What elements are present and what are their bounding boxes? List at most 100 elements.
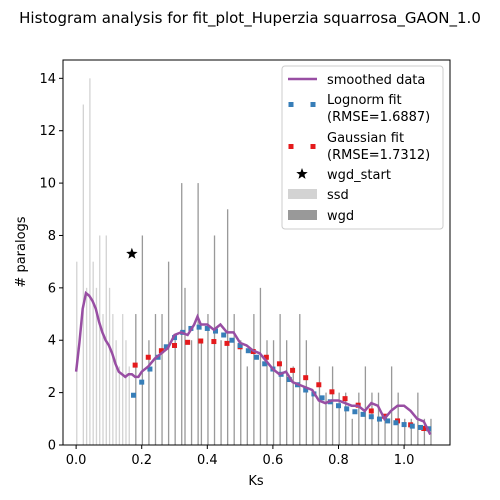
- x-tick-label: 0.0: [66, 453, 87, 468]
- legend-lognorm-swatch: [288, 102, 316, 107]
- ssd-bar: [118, 366, 121, 445]
- legend: smoothed data Lognorm fit (RMSE=1.6887) …: [281, 65, 444, 230]
- gaussian-fit-point: [329, 389, 335, 395]
- wgd-bar: [190, 340, 193, 445]
- ssd-bar: [108, 287, 111, 445]
- legend-wgd-start-swatch: [296, 168, 308, 179]
- gaussian-fit-point: [224, 340, 230, 346]
- axes-frame: [62, 59, 451, 446]
- lognorm-fit-point: [237, 342, 243, 348]
- lognorm-fit-point: [393, 420, 399, 426]
- wgd-bar: [135, 314, 137, 445]
- lognorm-fit-point: [409, 423, 415, 429]
- wgd-bar: [141, 235, 144, 445]
- gaussian-fit-point: [185, 339, 191, 345]
- wgd-bar: [345, 392, 347, 445]
- lognorm-fit-point: [401, 422, 407, 428]
- wgd-bar: [384, 418, 386, 445]
- chart-title: Histogram analysis for fit_plot_Huperzia…: [19, 9, 481, 28]
- wgd-bar: [197, 183, 199, 445]
- wgd-bar: [338, 392, 340, 445]
- lognorm-fit-point: [385, 418, 391, 424]
- gaussian-fit-point: [145, 354, 151, 360]
- wgd-bar: [272, 340, 275, 445]
- ssd-bar: [92, 261, 94, 445]
- wgd-bar: [246, 366, 248, 445]
- lognorm-fit-point: [360, 411, 366, 417]
- gaussian-fit-point: [342, 396, 348, 402]
- ssd-bar: [112, 314, 114, 445]
- ssd-bar: [85, 287, 88, 445]
- legend-lognorm-label: Lognorm fit: [327, 93, 402, 108]
- gaussian-fit-point: [263, 354, 269, 360]
- wgd-bar: [184, 287, 186, 445]
- wgd-bar: [286, 340, 288, 445]
- lognorm-fit-point: [286, 377, 292, 383]
- legend-ssd-swatch: [288, 189, 317, 199]
- wgd-bar: [253, 314, 255, 445]
- legend-star-marker: [296, 168, 308, 179]
- y-tick-label: 10: [39, 177, 56, 192]
- legend-lognorm-marker: [310, 102, 316, 107]
- wgd-bar: [266, 340, 268, 445]
- y-axis-label: # paralogs: [14, 216, 29, 287]
- wgd-start-marker: [126, 247, 138, 259]
- y-tick-label: 14: [39, 72, 56, 87]
- wgd-bar: [331, 366, 334, 445]
- x-tick-label: 0.4: [197, 453, 218, 468]
- legend-gaussian-marker: [288, 144, 294, 149]
- wgd-bar: [430, 418, 432, 445]
- x-tick-label: 0.8: [328, 453, 349, 468]
- gaussian-fit-point: [132, 362, 138, 368]
- ssd-bar: [125, 340, 127, 445]
- legend-gaussian-label: Gaussian fit: [327, 131, 404, 146]
- wgd-bar: [259, 287, 262, 445]
- legend-wgd-start-label: wgd_start: [327, 168, 391, 183]
- gaussian-fit-point: [316, 382, 322, 388]
- wgd-bar: [154, 314, 157, 445]
- wgd-bar: [292, 366, 294, 445]
- smoothed-data-line: [74, 290, 432, 436]
- lognorm-fit-point: [352, 409, 358, 415]
- lognorm-fit-point: [221, 332, 227, 338]
- wgd-bar: [148, 340, 150, 445]
- legend-lognorm-rmse: (RMSE=1.6887): [327, 110, 430, 125]
- legend-box: [281, 65, 444, 230]
- wgd-bar: [325, 392, 327, 445]
- ssd-bar: [128, 366, 130, 445]
- wgd-bar: [364, 366, 367, 445]
- wgd-bar: [318, 366, 321, 445]
- y-tick-label: 8: [48, 229, 56, 244]
- wgd-bar: [167, 261, 170, 445]
- gaussian-fit-point: [172, 342, 178, 348]
- legend-gaussian-marker: [310, 144, 316, 149]
- x-tick-label: 0.6: [263, 453, 284, 468]
- lognorm-fit-point: [131, 392, 137, 398]
- x-tick-label: 0.2: [131, 453, 152, 468]
- lognorm-fit-point: [196, 324, 202, 330]
- wgd-bar: [351, 418, 353, 445]
- lognorm-fit-point: [139, 379, 145, 385]
- lognorm-fit-point: [376, 416, 382, 422]
- y-tick-label: 12: [39, 124, 56, 139]
- wgd-bar: [279, 314, 281, 445]
- gaussian-fit-point: [158, 348, 164, 354]
- wgd-bar: [390, 366, 393, 445]
- wgd-bar: [161, 314, 163, 445]
- lognorm-fit-point: [213, 328, 219, 334]
- lognorm-fit-point: [417, 424, 423, 430]
- ssd-bar: [115, 340, 117, 445]
- lognorm-fit-point: [344, 406, 350, 412]
- ssd-bar-group: [76, 78, 130, 446]
- legend-wgd-label: wgd: [327, 209, 354, 224]
- wgd-bar: [181, 183, 183, 445]
- wgd-bar: [423, 418, 426, 445]
- gaussian-fit-point: [368, 408, 374, 414]
- wgd-bar: [200, 340, 203, 445]
- wgd-bar: [305, 340, 308, 445]
- legend-gaussian-rmse: (RMSE=1.7312): [327, 148, 430, 163]
- legend-ssd-label: ssd: [327, 188, 349, 203]
- wgd-bar: [220, 340, 222, 445]
- wgd-bar: [233, 314, 235, 445]
